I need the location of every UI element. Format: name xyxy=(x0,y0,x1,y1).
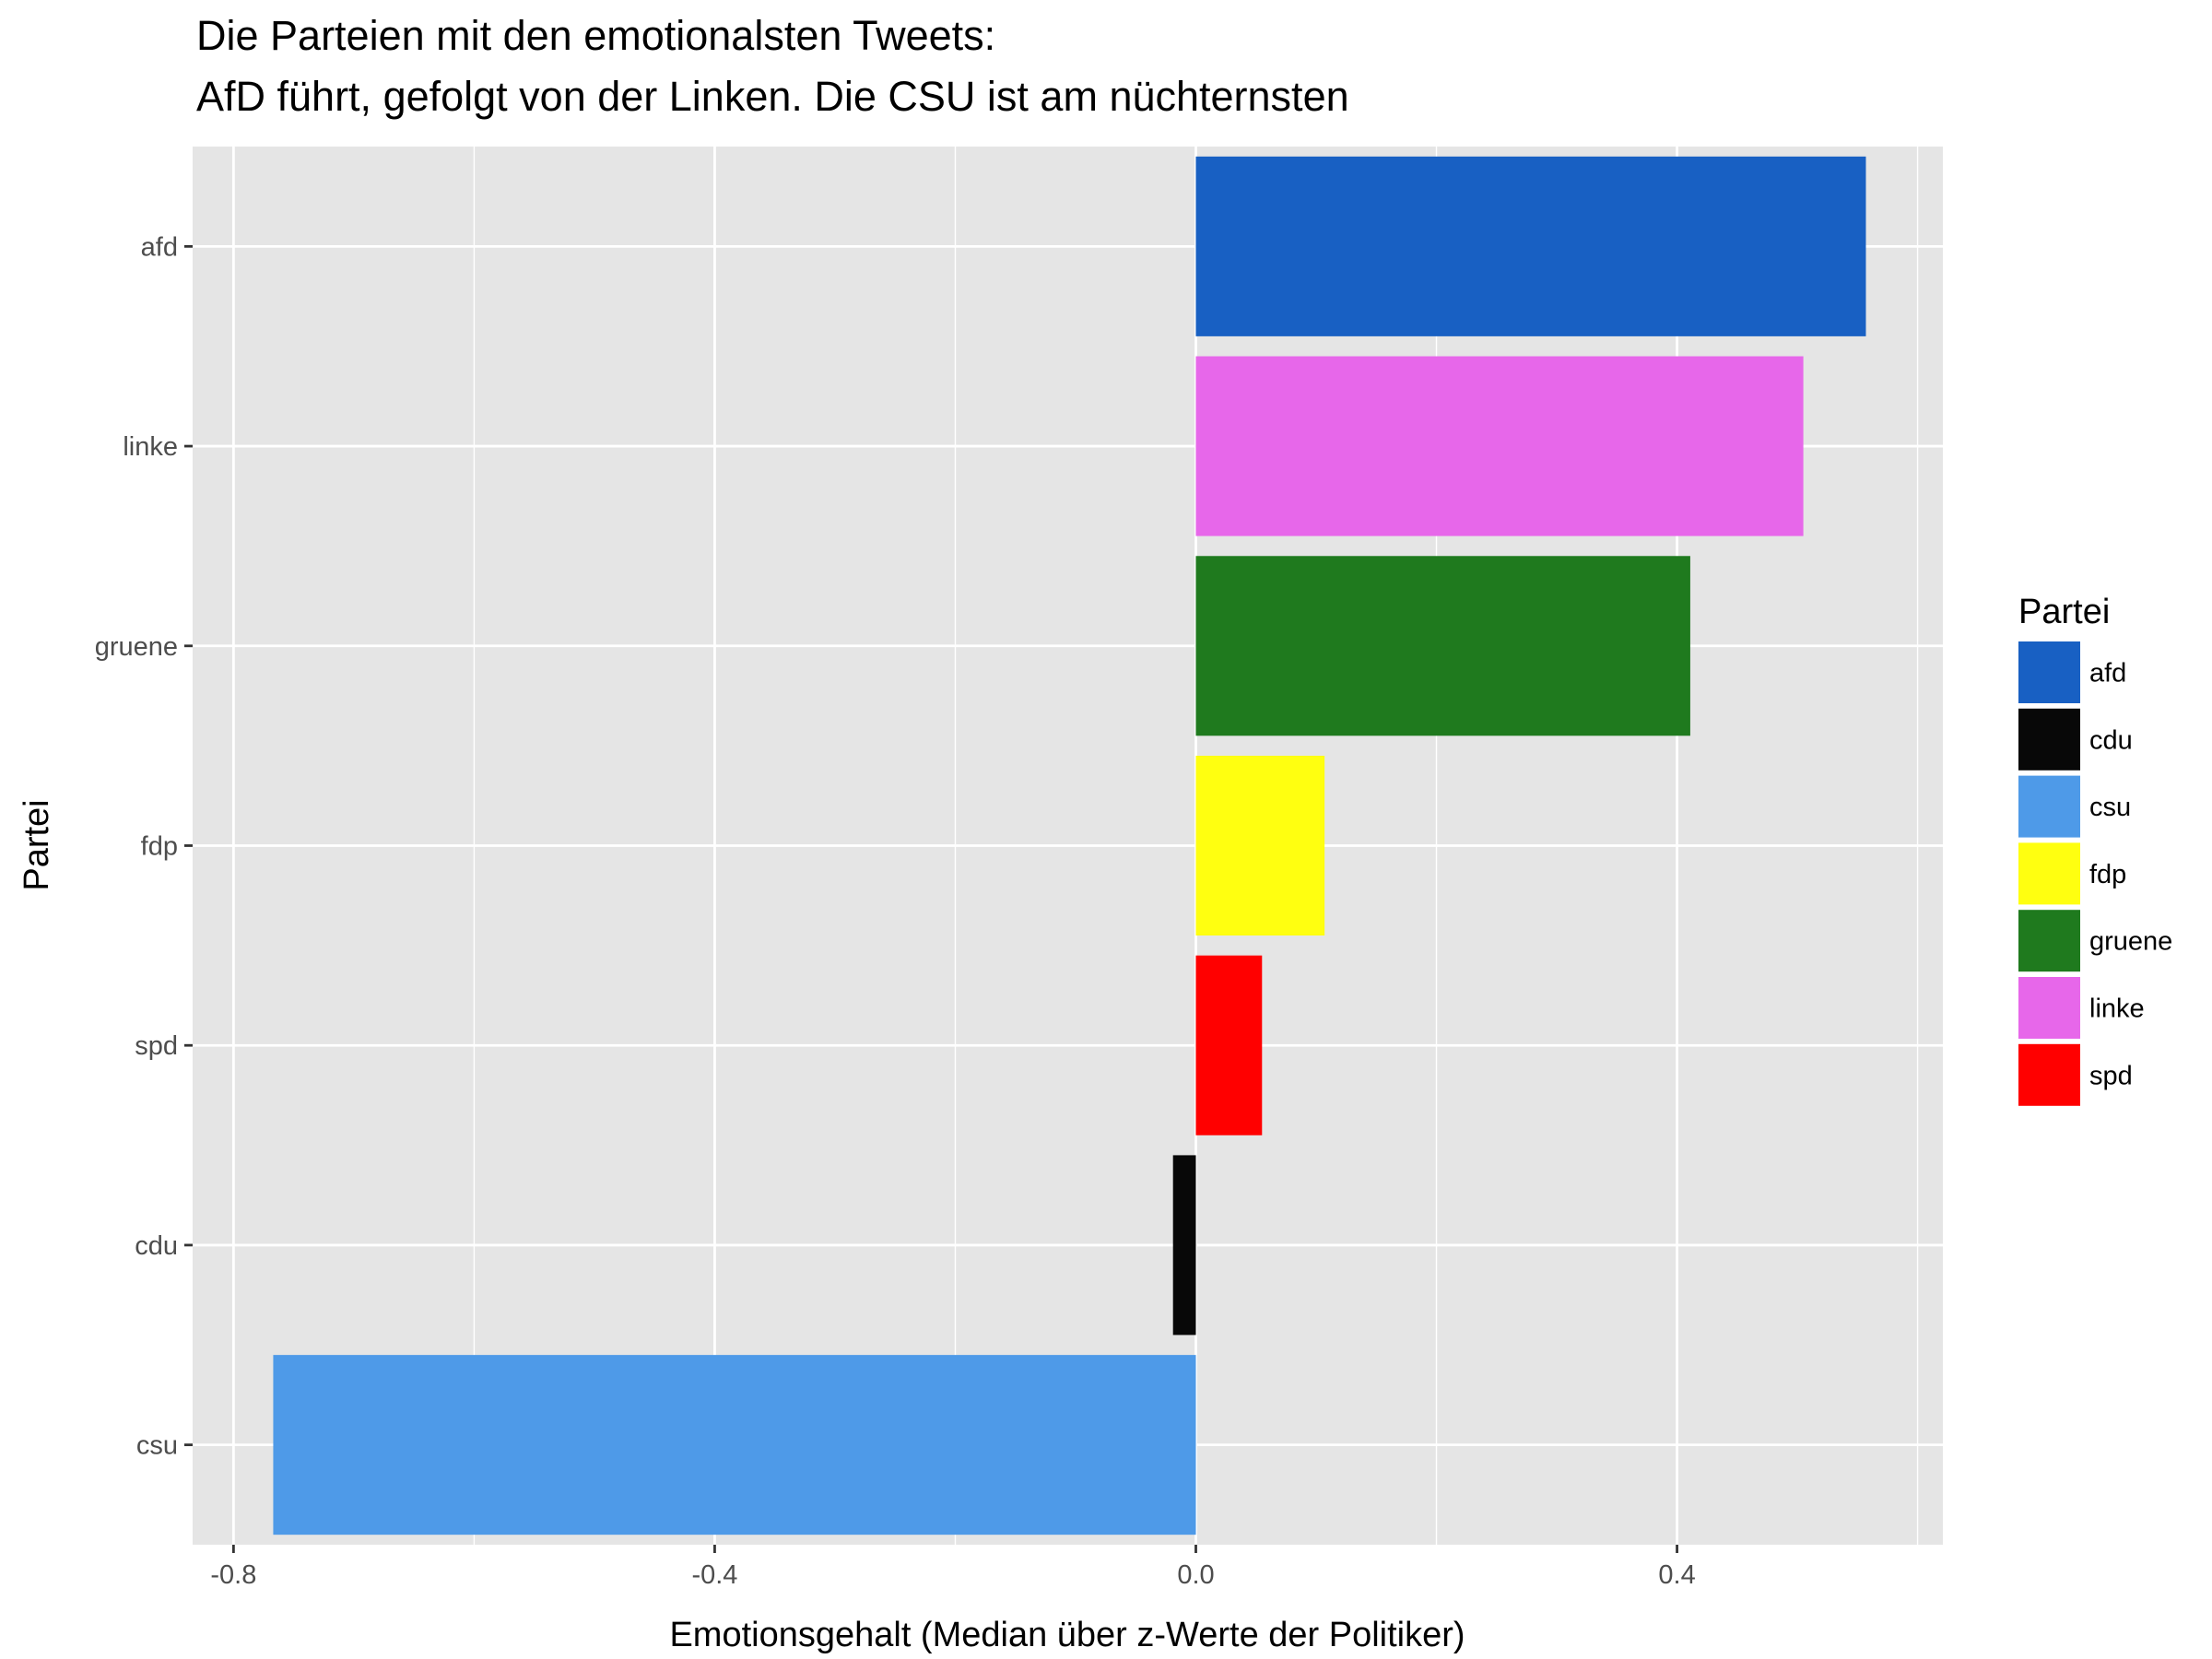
legend: Partei afd cdu csu fdp gruene linke spd xyxy=(2018,593,2172,1106)
bar-linke xyxy=(1195,356,1804,536)
y-axis: afd linke gruene fdp spd cdu csu xyxy=(95,232,193,1461)
y-tick-label-cdu: cdu xyxy=(135,1231,178,1261)
legend-label-csu: csu xyxy=(2089,793,2131,822)
legend-label-afd: afd xyxy=(2089,659,2126,688)
bars xyxy=(273,156,1866,1535)
bar-spd xyxy=(1195,955,1263,1135)
chart-title-line-1: Die Parteien mit den emotionalsten Tweet… xyxy=(196,12,995,59)
legend-label-spd: spd xyxy=(2089,1061,2133,1090)
bar-csu xyxy=(273,1355,1196,1535)
chart-title-line-2: AfD führt, gefolgt von der Linken. Die C… xyxy=(196,73,1349,120)
legend-swatch-spd xyxy=(2018,1043,2080,1106)
bar-afd xyxy=(1195,156,1866,336)
y-axis-title: Partei xyxy=(18,799,56,890)
x-tick-label: -0.4 xyxy=(691,1560,737,1590)
bar-cdu xyxy=(1172,1155,1196,1335)
y-tick-label-afd: afd xyxy=(141,232,178,262)
legend-label-fdp: fdp xyxy=(2089,860,2126,889)
y-tick-label-gruene: gruene xyxy=(95,632,178,662)
y-tick-label-fdp: fdp xyxy=(141,832,178,862)
bar-gruene xyxy=(1195,556,1690,736)
y-tick-label-csu: csu xyxy=(136,1431,178,1461)
chart-title: Die Parteien mit den emotionalsten Tweet… xyxy=(196,12,1349,120)
x-axis: -0.8 -0.4 0.0 0.4 xyxy=(210,1545,1696,1590)
legend-swatch-gruene xyxy=(2018,910,2080,972)
x-tick-label: -0.8 xyxy=(210,1560,256,1590)
y-tick-label-spd: spd xyxy=(135,1031,178,1061)
legend-title: Partei xyxy=(2018,593,2110,631)
legend-label-cdu: cdu xyxy=(2089,725,2133,755)
legend-items: afd cdu csu fdp gruene linke spd xyxy=(2018,641,2172,1106)
legend-swatch-afd xyxy=(2018,641,2080,703)
legend-label-linke: linke xyxy=(2089,994,2145,1024)
legend-swatch-cdu xyxy=(2018,708,2080,771)
x-axis-title: Emotionsgehalt (Median über z-Werte der … xyxy=(669,1616,1465,1654)
y-tick-label-linke: linke xyxy=(123,432,178,462)
x-tick-label: 0.0 xyxy=(1177,1560,1214,1590)
legend-swatch-linke xyxy=(2018,977,2080,1039)
x-tick-label: 0.4 xyxy=(1658,1560,1695,1590)
legend-swatch-csu xyxy=(2018,775,2080,838)
legend-swatch-fdp xyxy=(2018,842,2080,905)
bar-fdp xyxy=(1195,755,1325,936)
legend-label-gruene: gruene xyxy=(2089,927,2172,957)
